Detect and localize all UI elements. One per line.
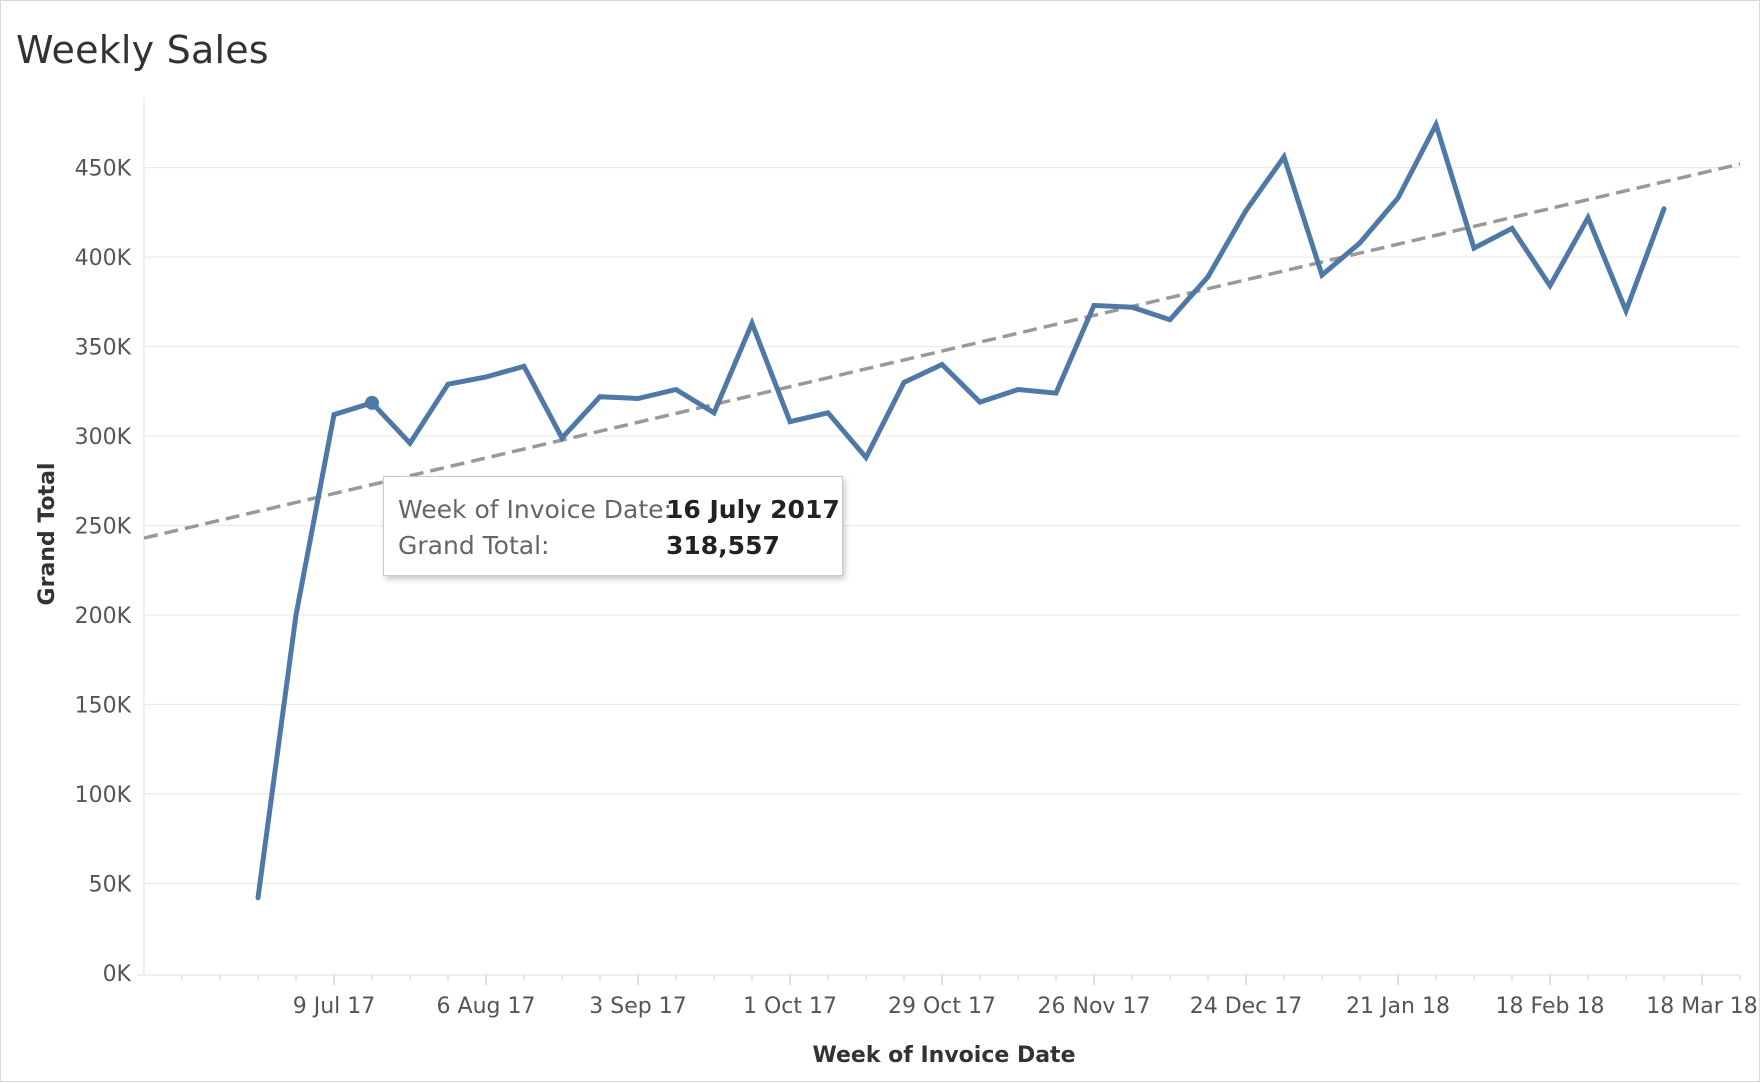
tooltip-week-value: 16 July 2017 [666, 495, 840, 524]
x-tick-label: 24 Dec 17 [1190, 994, 1303, 1019]
data-point[interactable] [670, 384, 682, 396]
data-point[interactable] [1316, 269, 1328, 281]
data-point[interactable] [442, 378, 454, 390]
chart-title: Weekly Sales [16, 28, 269, 72]
data-point[interactable] [1582, 212, 1594, 224]
data-point[interactable] [1202, 271, 1214, 283]
x-tick-label: 6 Aug 17 [437, 994, 536, 1019]
x-tick-label: 3 Sep 17 [589, 994, 686, 1019]
y-tick-label: 250K [75, 515, 132, 540]
data-point[interactable] [1126, 301, 1138, 313]
x-tick-label: 26 Nov 17 [1038, 994, 1151, 1019]
tooltip-row-week: Week of Invoice Date:16 July 2017 [398, 495, 840, 524]
gridlines [144, 166, 1740, 885]
data-point[interactable] [974, 396, 986, 408]
y-tick-label: 400K [75, 246, 132, 271]
data-point[interactable] [898, 376, 910, 388]
tooltip-row-total: Grand Total: 318,557 [398, 531, 780, 560]
data-point[interactable] [1658, 203, 1670, 215]
data-point[interactable] [1012, 384, 1024, 396]
data-point[interactable] [1544, 280, 1556, 292]
data-point[interactable] [1468, 242, 1480, 254]
x-tick-label: 21 Jan 18 [1346, 994, 1450, 1019]
y-tick-label: 150K [75, 694, 132, 719]
tooltip: Week of Invoice Date:16 July 2017 Grand … [383, 476, 843, 576]
y-tick-label: 0K [103, 962, 132, 987]
data-point[interactable] [290, 609, 302, 621]
x-tick-labels: 9 Jul 17 6 Aug 17 3 Sep 17 1 Oct 17 29 Oct 1… [293, 994, 1758, 1019]
data-point[interactable] [708, 407, 720, 419]
data-point[interactable] [822, 407, 834, 419]
data-point[interactable] [518, 360, 530, 372]
data-point[interactable] [1430, 119, 1442, 131]
y-tick-label: 50K [89, 873, 132, 898]
axes [138, 98, 1741, 985]
data-point[interactable] [936, 358, 948, 370]
data-points[interactable] [252, 119, 1670, 904]
x-tick-label: 9 Jul 17 [293, 994, 376, 1019]
data-point[interactable] [860, 452, 872, 464]
data-point[interactable] [746, 317, 758, 329]
data-point[interactable] [784, 416, 796, 428]
data-point[interactable] [1240, 205, 1252, 217]
x-tick-label: 29 Oct 17 [888, 994, 996, 1019]
data-point[interactable] [252, 892, 264, 904]
data-point[interactable] [1620, 305, 1632, 317]
y-tick-label: 450K [75, 157, 132, 182]
highlighted-data-point[interactable] [365, 395, 379, 410]
data-point[interactable] [1088, 299, 1100, 311]
series-layer[interactable] [255, 118, 1667, 901]
y-tick-label: 300K [75, 425, 132, 450]
tooltip-week-label: Week of Invoice Date: [398, 495, 672, 524]
data-point[interactable] [1506, 222, 1518, 234]
data-point[interactable] [1354, 237, 1366, 249]
y-tick-labels: 0K 50K 100K 150K 200K 250K 300K 350K 400K 450K [75, 157, 132, 987]
x-tick-label: 18 Mar 18 [1646, 994, 1757, 1019]
data-point[interactable] [594, 391, 606, 403]
x-tick-label: 1 Oct 17 [743, 994, 837, 1019]
data-point[interactable] [404, 437, 416, 449]
tooltip-total-value: 318,557 [666, 531, 780, 560]
data-point[interactable] [328, 409, 340, 421]
tooltip-total-label: Grand Total: [398, 531, 550, 560]
y-tick-label: 350K [75, 336, 132, 361]
series-line[interactable] [255, 118, 1667, 901]
data-point[interactable] [1392, 192, 1404, 204]
data-point[interactable] [556, 432, 568, 444]
y-tick-label: 100K [75, 783, 132, 808]
trend-line [143, 162, 1741, 540]
trend-line-layer [143, 162, 1741, 540]
data-point[interactable] [1050, 387, 1062, 399]
data-point[interactable] [1278, 151, 1290, 163]
data-point[interactable] [632, 392, 644, 404]
x-axis-title: Week of Invoice Date [813, 1043, 1076, 1068]
x-tick-label: 18 Feb 18 [1496, 994, 1605, 1019]
data-point[interactable] [1164, 314, 1176, 326]
y-tick-label: 200K [75, 604, 132, 629]
data-point[interactable] [480, 371, 492, 383]
y-axis-title: Grand Total [35, 463, 60, 606]
